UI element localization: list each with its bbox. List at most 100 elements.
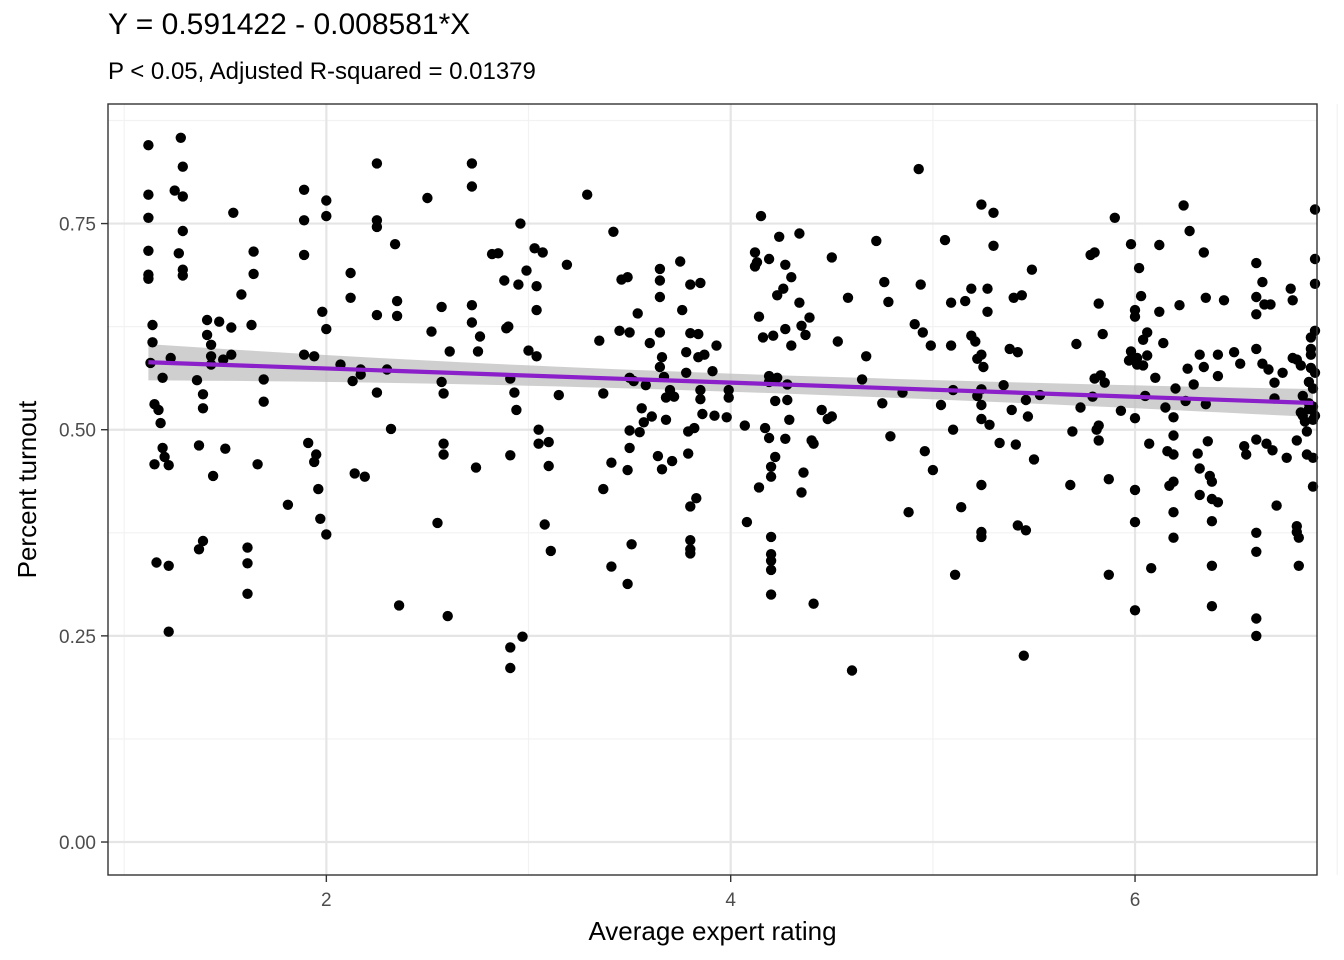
data-point: [321, 323, 332, 335]
data-point: [1251, 257, 1262, 269]
data-point: [521, 265, 532, 276]
axis-ticks: 2 4 6 0.00 0.25 0.50 0.75: [59, 215, 1140, 911]
data-point: [1103, 569, 1115, 580]
data-point: [472, 346, 484, 357]
data-point: [1178, 200, 1189, 211]
data-point: [1281, 452, 1292, 463]
data-point: [1194, 463, 1205, 474]
data-point: [1123, 355, 1135, 366]
y-tick-label: 0.50: [59, 421, 96, 442]
data-point: [543, 460, 554, 472]
data-point: [808, 438, 819, 449]
data-point: [143, 140, 154, 151]
data-point: [1307, 452, 1319, 463]
data-point: [753, 482, 765, 493]
data-point: [169, 185, 180, 196]
data-point: [226, 349, 237, 360]
data-point: [207, 470, 219, 482]
data-point: [151, 557, 162, 568]
data-point: [1170, 383, 1181, 394]
data-point: [1135, 290, 1147, 302]
data-point: [1020, 394, 1032, 406]
data-point: [1206, 601, 1218, 612]
data-point: [786, 340, 797, 351]
data-point: [1200, 292, 1212, 303]
data-point: [153, 404, 164, 416]
data-point: [1125, 239, 1137, 250]
data-point: [1291, 354, 1303, 365]
y-tick-label: 0.25: [59, 627, 96, 648]
data-point: [782, 394, 793, 406]
data-point: [371, 221, 383, 233]
data-point: [442, 610, 453, 622]
data-point: [355, 369, 366, 380]
data-point: [1287, 295, 1298, 306]
data-point: [636, 403, 647, 414]
data-point: [1125, 346, 1137, 357]
data-point: [976, 531, 987, 543]
data-point: [988, 207, 999, 218]
data-point: [711, 340, 722, 351]
data-point: [1006, 404, 1017, 416]
data-point: [949, 569, 961, 580]
data-point: [391, 295, 403, 307]
data-point: [757, 332, 769, 343]
data-point: [298, 349, 310, 360]
data-point: [970, 336, 981, 347]
data-point: [311, 449, 322, 460]
data-point: [1129, 605, 1141, 616]
data-point: [533, 438, 544, 449]
data-point: [668, 391, 680, 402]
data-point: [499, 275, 510, 286]
data-point: [1251, 309, 1262, 320]
data-point: [909, 319, 920, 330]
data-point: [1297, 390, 1309, 402]
data-point: [1251, 613, 1262, 624]
data-point: [391, 310, 403, 322]
data-point: [298, 184, 310, 195]
data-point: [321, 195, 332, 206]
data-point: [1137, 360, 1149, 371]
data-point: [982, 306, 993, 317]
data-point: [1228, 347, 1240, 358]
data-point: [533, 424, 544, 435]
data-point: [826, 252, 837, 263]
data-point: [246, 319, 257, 331]
data-point: [945, 297, 957, 308]
data-point: [765, 461, 777, 472]
data-point: [856, 374, 868, 385]
data-point: [739, 420, 750, 431]
data-point: [1129, 413, 1141, 424]
data-point: [1012, 347, 1023, 358]
data-point: [741, 516, 753, 528]
data-point: [1142, 327, 1153, 338]
data-point: [258, 396, 269, 407]
data-point: [173, 248, 184, 259]
data-point: [1154, 306, 1165, 317]
data-point: [201, 329, 213, 341]
data-point: [298, 215, 310, 226]
data-point: [656, 464, 668, 475]
regression-line: [148, 360, 1314, 406]
data-point: [634, 427, 645, 438]
data-point: [315, 513, 326, 524]
data-point: [1168, 412, 1179, 423]
data-point: [826, 411, 837, 422]
data-point: [765, 555, 777, 566]
data-point: [252, 459, 263, 470]
data-point: [1206, 516, 1218, 527]
data-point: [143, 212, 154, 223]
data-point: [960, 295, 971, 307]
data-point: [1020, 525, 1032, 536]
data-point: [755, 210, 767, 222]
data-point: [493, 248, 504, 259]
data-point: [624, 442, 635, 454]
data-point: [652, 450, 664, 462]
data-point: [800, 329, 811, 341]
data-point: [531, 281, 542, 292]
data-point: [143, 273, 154, 284]
data-point: [660, 414, 672, 425]
data-point: [1144, 438, 1155, 449]
data-point: [759, 422, 771, 434]
data-point: [622, 578, 633, 590]
